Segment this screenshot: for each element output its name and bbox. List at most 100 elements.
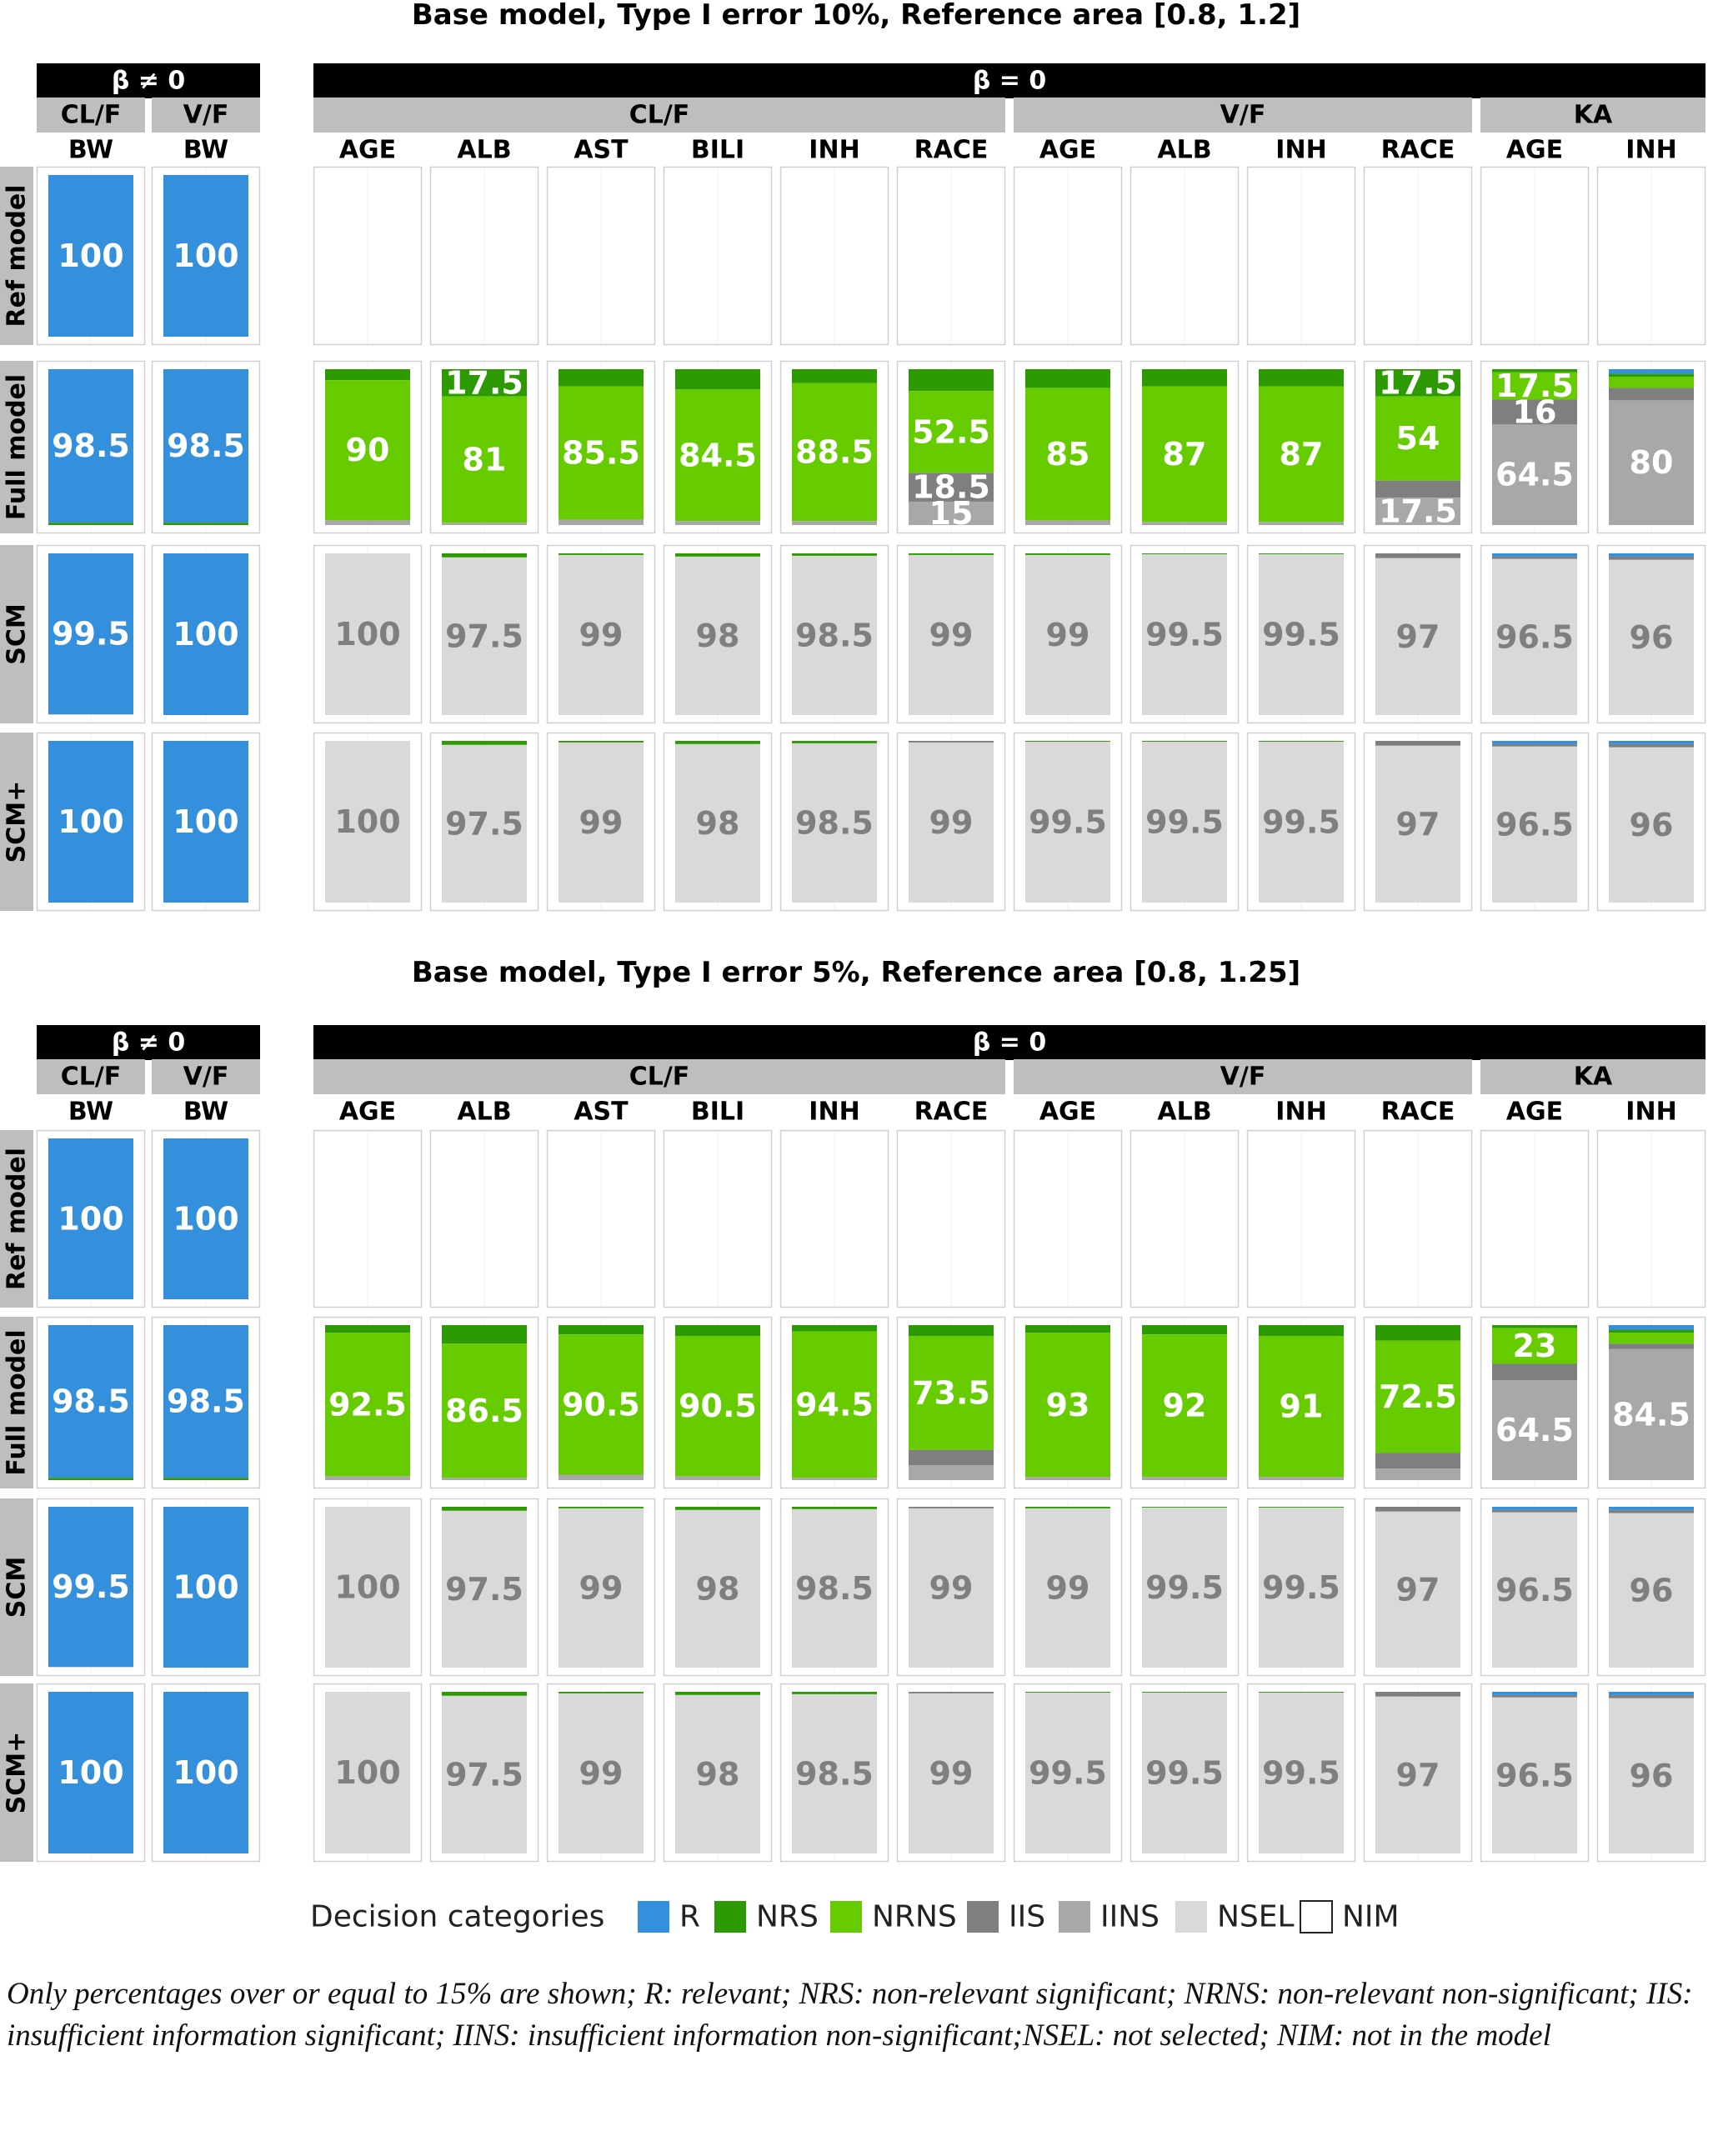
bar-segment-nsel	[1492, 746, 1577, 903]
bar-segment-iins	[1609, 1348, 1694, 1480]
legend-swatch	[714, 1901, 746, 1933]
bar-segment-nrs	[675, 553, 760, 557]
bar-segment-nrns	[1375, 1340, 1460, 1453]
bar-segment-nrns	[1609, 1333, 1694, 1344]
cell	[1480, 166, 1590, 346]
chart-panel-2: Base model, Type I error 5%, Reference a…	[0, 956, 1706, 1863]
bar-segment-nrs	[792, 369, 877, 383]
group-label: β ≠ 0	[112, 1028, 185, 1058]
parameter-label: CL/F	[61, 1063, 122, 1092]
bar-segment-nsel	[675, 743, 760, 903]
bar-segment-nrs	[558, 369, 644, 387]
row-label-full-model: Full model	[3, 374, 32, 520]
bar-segment-nrs	[909, 1325, 994, 1337]
legend-swatch	[1175, 1901, 1207, 1933]
bar-segment-nsel	[1609, 1698, 1694, 1853]
cell: 98	[663, 732, 773, 912]
legend-swatch	[638, 1901, 669, 1933]
data-label: 96.5	[1495, 1572, 1574, 1608]
data-label: 100	[334, 1569, 400, 1606]
parameter-strip	[1014, 98, 1472, 133]
bar-segment-nrs	[1025, 553, 1110, 555]
bar-segment-r	[1492, 741, 1577, 744]
parameter-label: CL/F	[629, 1063, 690, 1092]
bar-segment-iins	[1142, 1477, 1227, 1480]
covariate-label-inh: INH	[1625, 1098, 1676, 1127]
cell: 100	[36, 732, 146, 912]
cell: 90.5	[546, 1316, 656, 1489]
cell: 85	[1013, 360, 1123, 534]
bar-segment-iins	[1609, 400, 1694, 525]
bar-segment-iins	[442, 523, 527, 525]
bar-segment-nrs	[325, 369, 410, 381]
bar-segment-iins	[675, 1476, 760, 1480]
data-label: 97	[1396, 1757, 1440, 1793]
cell: 100	[313, 1683, 423, 1863]
bar-segment-nsel	[1025, 1508, 1110, 1668]
bar-segment-nsel	[1609, 747, 1694, 903]
bar-segment-nsel	[1142, 1507, 1227, 1668]
bar-segment-nsel	[558, 554, 644, 715]
bar-segment-nsel	[1375, 745, 1460, 903]
cell	[1246, 166, 1356, 346]
cell: 97.5	[429, 544, 539, 724]
bar-segment-iis	[909, 1507, 994, 1508]
data-label: 88.5	[795, 434, 874, 471]
bar-segment-r	[48, 1138, 133, 1299]
chart-panel-1: Base model, Type I error 10%, Reference …	[0, 0, 1706, 912]
legend-swatch	[830, 1901, 862, 1933]
cell	[429, 1129, 539, 1308]
bar-segment-iis	[1375, 553, 1460, 558]
data-label: 97.5	[445, 1756, 523, 1793]
row-strip	[0, 167, 33, 345]
row-strip	[0, 1498, 33, 1676]
bar-segment-iis	[909, 1692, 994, 1693]
bar-segment-nrns	[1259, 386, 1344, 523]
bar-segment-nrs	[558, 1325, 644, 1335]
data-label: 99.5	[1145, 616, 1224, 653]
chart-title: Base model, Type I error 10%, Reference …	[412, 0, 1300, 32]
bar-segment-nsel	[1375, 1511, 1460, 1668]
bar-segment-nrs	[909, 369, 994, 392]
row-label-full-model: Full model	[3, 1329, 32, 1475]
data-label: 84.5	[679, 437, 757, 473]
cell: 92	[1129, 1316, 1240, 1489]
parameter-label: CL/F	[61, 101, 122, 130]
bar-segment-nrs	[1025, 1507, 1110, 1508]
covariate-label-age: AGE	[339, 136, 396, 165]
parameter-strip	[313, 1059, 1005, 1094]
cell	[546, 166, 656, 346]
data-label: 17.5	[1495, 368, 1574, 404]
data-label: 94.5	[795, 1386, 874, 1423]
cell: 98.5	[151, 360, 261, 534]
cell: 87	[1129, 360, 1240, 534]
bar-segment-iins	[1142, 522, 1227, 525]
data-label: 96	[1630, 619, 1674, 656]
cell	[1596, 166, 1706, 346]
cell: 99.5	[1246, 1498, 1356, 1677]
bar-segment-iins	[1492, 1380, 1577, 1480]
bar-segment-iis	[1375, 1453, 1460, 1469]
bar-segment-r	[163, 175, 248, 337]
cell	[1480, 1129, 1590, 1308]
bar-segment-iins	[1375, 498, 1460, 525]
parameter-label: V/F	[183, 1063, 229, 1092]
bar-segment-nsel	[1492, 558, 1577, 715]
parameter-strip	[1480, 1059, 1705, 1094]
bar-segment-r	[1609, 1325, 1694, 1330]
bar-segment-nsel	[558, 1508, 644, 1668]
data-label: 100	[58, 1754, 123, 1791]
cell: 97.5	[429, 1683, 539, 1863]
data-label: 98.5	[52, 428, 130, 464]
bar-segment-nsel	[675, 1509, 760, 1668]
cell: 96.5	[1480, 1683, 1590, 1863]
cell: 99.5	[1129, 1683, 1240, 1863]
bar-segment-iis	[1375, 1507, 1460, 1512]
bar-segment-nrs	[442, 1507, 527, 1511]
bar-segment-r	[1492, 1507, 1577, 1510]
bar-segment-nsel	[909, 554, 994, 715]
covariate-label-alb: ALB	[1157, 1098, 1211, 1127]
data-label: 100	[173, 803, 238, 840]
data-label: 96	[1630, 807, 1674, 843]
covariate-label-age: AGE	[1506, 136, 1563, 165]
